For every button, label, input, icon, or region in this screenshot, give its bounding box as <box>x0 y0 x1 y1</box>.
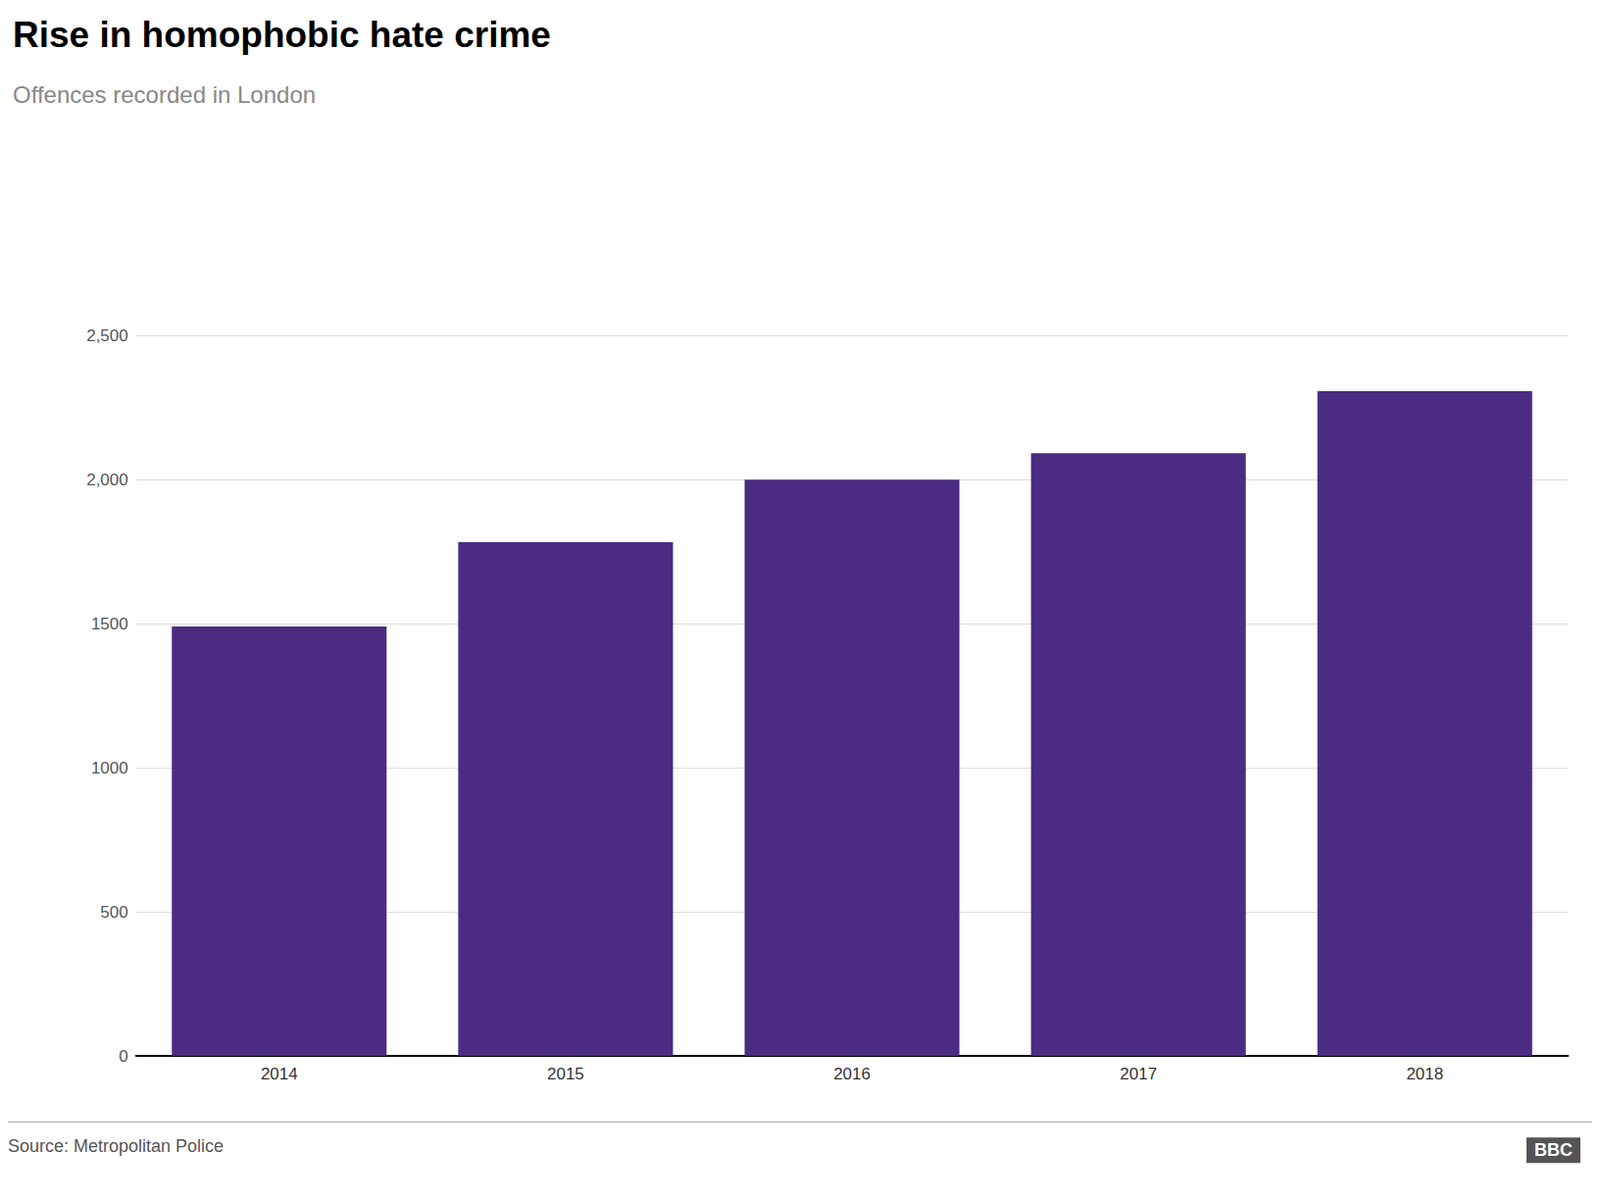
svg-text:500: 500 <box>100 902 128 922</box>
svg-text:2,500: 2,500 <box>86 326 129 346</box>
svg-text:2018: 2018 <box>1405 1064 1444 1084</box>
svg-text:2016: 2016 <box>833 1064 871 1084</box>
svg-text:0: 0 <box>118 1047 128 1066</box>
svg-text:Offences recorded in London: Offences recorded in London <box>12 81 316 108</box>
svg-text:2017: 2017 <box>1119 1064 1157 1084</box>
svg-text:Rise in homophobic hate crime: Rise in homophobic hate crime <box>12 14 551 55</box>
svg-text:2015: 2015 <box>547 1064 585 1084</box>
svg-text:Source: Metropolitan Police: Source: Metropolitan Police <box>7 1136 224 1156</box>
svg-text:BBC: BBC <box>1534 1140 1573 1160</box>
svg-text:1500: 1500 <box>91 614 129 634</box>
svg-text:2014: 2014 <box>260 1064 299 1084</box>
svg-text:1000: 1000 <box>91 758 129 778</box>
svg-text:2,000: 2,000 <box>86 470 129 490</box>
